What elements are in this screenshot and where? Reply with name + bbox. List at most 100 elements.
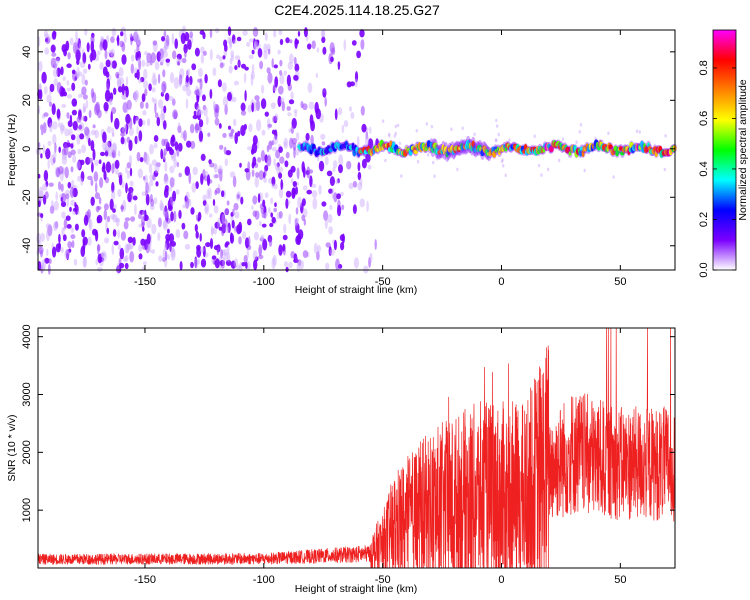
spectrogram-noise-blob: [126, 243, 132, 251]
spectrogram-noise-blob: [271, 140, 275, 146]
spectrogram-noise-blob: [251, 205, 254, 210]
spectrogram-noise-blob: [87, 175, 93, 181]
spectrogram-noise-blob: [329, 248, 335, 256]
spectrogram-noise-blob: [138, 253, 143, 260]
spectrogram-noise-blob: [175, 228, 181, 239]
spectrogram-noise-blob: [99, 177, 104, 189]
spectrogram-noise-blob: [229, 39, 233, 50]
colorbar-tick-label: 0.6: [698, 111, 710, 126]
spectrogram-noise-blob: [292, 142, 297, 151]
spectrogram-noise-blob: [284, 261, 288, 268]
spectrogram-noise-blob: [139, 101, 144, 109]
spectrogram-noise-blob: [52, 133, 57, 145]
spectrogram-noise-blob: [295, 207, 299, 215]
spectrogram-noise-blob: [396, 123, 400, 128]
spectrogram-noise-blob: [335, 178, 339, 185]
spectrogram-noise-blob: [296, 261, 301, 272]
spectrogram-noise-blob: [356, 50, 361, 59]
spectrogram-noise-blob: [270, 212, 274, 218]
spectrogram-noise-blob: [174, 141, 179, 151]
spectrogram-noise-blob: [164, 243, 168, 251]
spectrogram-noise-blob: [311, 183, 317, 188]
spectrogram-noise-blob: [261, 212, 266, 218]
spectrogram-noise-blob: [137, 57, 140, 65]
spectrogram-noise-blob: [227, 91, 232, 102]
spectrogram-noise-blob: [92, 148, 96, 161]
snr-y-ticks: 1000 2000 3000 4000: [21, 324, 675, 522]
spectrogram-noise-blob: [165, 217, 171, 224]
spectrogram-noise-blob: [118, 67, 124, 77]
spectrogram-noise-blob: [62, 76, 66, 81]
spectrogram-noise-blob: [285, 37, 290, 44]
spectrogram-noise-blob: [160, 148, 164, 160]
snr-series-line: [37, 327, 676, 569]
spectrogram-noise-blob: [296, 167, 300, 180]
spectrogram-noise-blob: [153, 197, 158, 205]
spectrogram-noise-blob: [332, 166, 336, 172]
spectrogram-noise-blob: [82, 68, 88, 74]
spectrogram-noise-blob: [171, 32, 175, 45]
spectrogram-noise-blob: [116, 265, 122, 274]
spectrogram-noise-blob: [69, 186, 75, 198]
spectrogram-noise-blob: [357, 171, 362, 181]
spectrogram-noise-blob: [84, 126, 90, 136]
spectrogram-noise-blob: [260, 234, 265, 240]
spectrogram-noise-blob: [282, 243, 286, 252]
spectrogram-noise-blob: [246, 261, 251, 271]
spectrogram-noise-blob: [170, 178, 176, 182]
spectrogram-noise-blob: [263, 50, 268, 60]
spectrogram-noise-blob: [365, 153, 371, 163]
spectrogram-noise-blob: [41, 71, 47, 84]
spectrogram-noise-blob: [60, 66, 64, 76]
spectrogram-noise-blob: [273, 158, 276, 167]
spectrogram-noise-blob: [88, 137, 91, 147]
spectrogram-noise-blob: [178, 74, 183, 86]
spectrogram-noise-blob: [248, 38, 254, 43]
spectrogram-noise-blob: [173, 210, 177, 223]
spectrogram-noise-blob: [70, 199, 76, 206]
spectrogram-noise-blob: [203, 170, 209, 177]
spectrogram-noise-blob: [114, 217, 121, 223]
spectrogram-noise-blob: [199, 247, 205, 253]
spectrogram-noise-blob: [60, 201, 67, 208]
spectrogram-noise-blob: [106, 126, 112, 134]
spectrogram-noise-blob: [261, 223, 267, 228]
spectrogram-noise-blob: [69, 206, 72, 212]
spectrogram-noise-blob: [116, 262, 120, 275]
spectrogram-noise-blob: [229, 36, 233, 48]
spectrogram-noise-blob: [182, 204, 187, 209]
spectrogram-noise-blob: [66, 198, 69, 207]
spectrogram-noise-blob: [168, 96, 174, 101]
spectrogram-noise-blob: [129, 167, 133, 177]
spectrogram-noise-blob: [88, 109, 92, 119]
spectrogram-noise-blob: [206, 188, 210, 200]
spectrogram-noise-blob: [111, 60, 118, 69]
spectrogram-noise-blob: [359, 198, 366, 208]
spectrogram-noise-blob: [259, 237, 265, 242]
spectrogram-x-label: Height of straight line (km): [295, 284, 418, 296]
spectrogram-noise-blob: [48, 101, 53, 107]
spectrogram-noise-blob: [69, 37, 74, 46]
snr-x-tick-label: 0: [498, 574, 504, 586]
spectrogram-noise-blob: [247, 218, 252, 226]
spectrogram-noise-blob: [146, 233, 151, 245]
spectrogram-noise-blob: [58, 146, 61, 153]
spectrogram-noise-blob: [267, 48, 271, 55]
spectrogram-noise-blob: [111, 244, 115, 255]
spectrogram-noise-blob: [351, 40, 357, 46]
spectrogram-noise-blob: [248, 54, 254, 60]
spectrogram-noise-blob: [547, 167, 550, 172]
spectrogram-noise-blob: [111, 163, 115, 174]
spectrogram-noise-blob: [254, 95, 260, 101]
spectrogram-noise-blob: [148, 163, 153, 174]
spectrogram-noise-blob: [159, 48, 164, 59]
spectrogram-noise-blob: [154, 103, 157, 114]
spectrogram-noise-blob: [321, 201, 327, 207]
spectrogram-noise-blob: [234, 132, 238, 145]
spectrogram-noise-blob: [94, 129, 99, 139]
spectrogram-noise-blob: [134, 115, 139, 121]
spectrogram-noise-blob: [80, 171, 85, 182]
spectrogram-noise-blob: [116, 76, 122, 88]
spectrogram-noise-blob: [132, 195, 138, 201]
spectrogram-noise-blob: [277, 49, 281, 55]
